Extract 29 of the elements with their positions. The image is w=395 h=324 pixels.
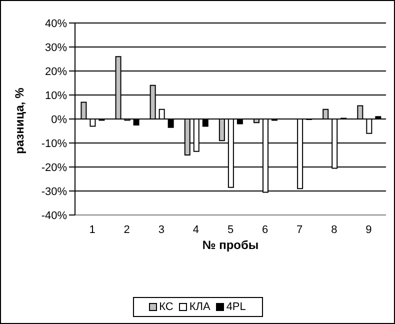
x-axis-title: № пробы bbox=[202, 238, 259, 252]
y-tick-label: -40% bbox=[41, 210, 68, 222]
x-tick-label: 7 bbox=[296, 224, 303, 236]
x-tick-label: 8 bbox=[331, 224, 338, 236]
bar bbox=[322, 108, 329, 120]
bar bbox=[357, 105, 364, 120]
y-tick-label: -10% bbox=[41, 138, 68, 150]
y-tick-label: 30% bbox=[44, 42, 68, 54]
x-tick-label: 6 bbox=[262, 224, 268, 236]
legend-label: КС bbox=[159, 300, 174, 314]
y-tick-label: 0% bbox=[51, 114, 68, 126]
x-tick-label: 5 bbox=[227, 224, 234, 236]
y-tick-label: 20% bbox=[44, 66, 68, 78]
y-tick-label: 40% bbox=[44, 18, 68, 30]
bar bbox=[168, 118, 174, 128]
bar bbox=[366, 118, 372, 134]
legend-label: КЛА bbox=[189, 300, 210, 314]
y-tick-label: -30% bbox=[41, 186, 68, 198]
y-tick-label: 10% bbox=[44, 90, 68, 102]
y-tick-label: -20% bbox=[41, 162, 68, 174]
x-tick-label: 3 bbox=[158, 224, 164, 236]
x-tick-label: 9 bbox=[366, 224, 372, 236]
bar bbox=[80, 102, 87, 120]
x-tick-label: 4 bbox=[192, 224, 200, 236]
legend-label: 4PL bbox=[226, 300, 246, 314]
x-tick-label: 2 bbox=[124, 224, 130, 236]
x-tick-label: 1 bbox=[89, 224, 96, 236]
bar bbox=[158, 108, 165, 120]
y-axis-title: разница, % bbox=[12, 87, 26, 154]
